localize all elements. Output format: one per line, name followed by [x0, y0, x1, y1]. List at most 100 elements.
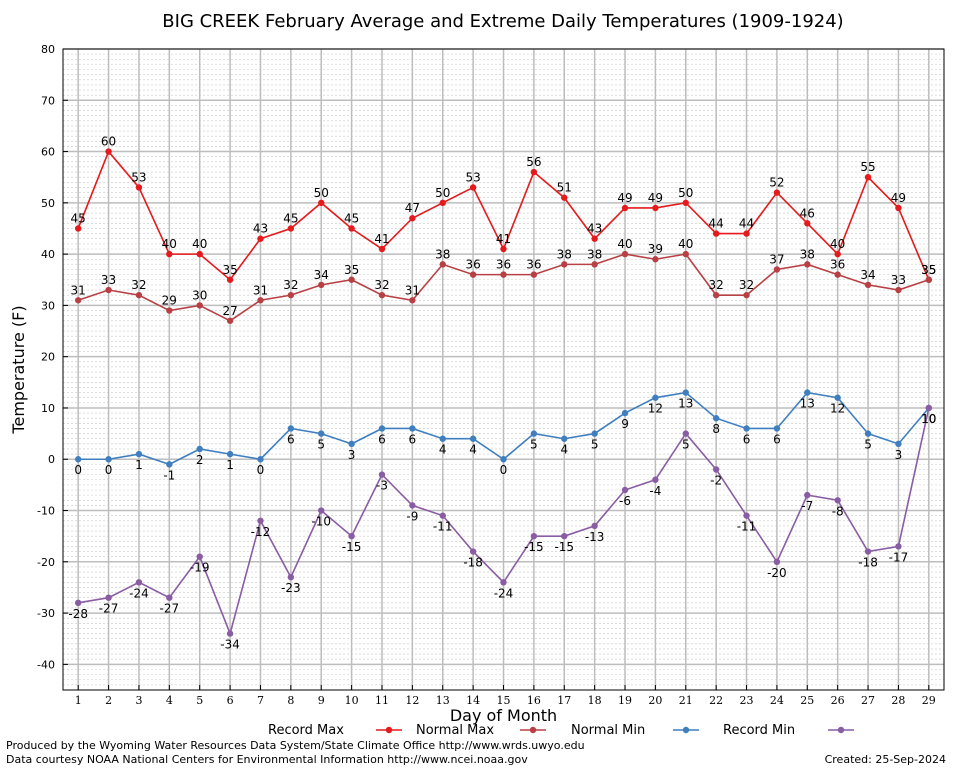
- data-label: 12: [830, 402, 845, 416]
- data-label: 0: [500, 463, 508, 477]
- x-tick-label: 20: [648, 694, 662, 707]
- data-label: 49: [891, 191, 906, 205]
- data-point: [561, 532, 568, 540]
- data-point: [773, 189, 781, 196]
- series-record-max: 45 60 53 40 40 35 43 45 50 45 41 47 50 53 41 56 51 43 49 49…: [71, 135, 936, 283]
- data-label: 41: [496, 232, 511, 246]
- data-point: [834, 497, 841, 504]
- x-tick-label: 6: [227, 694, 234, 707]
- data-label: 45: [71, 211, 86, 225]
- data-label: 41: [374, 232, 389, 246]
- data-label: 38: [557, 247, 572, 261]
- data-label: -6: [619, 494, 631, 508]
- data-point: [469, 548, 477, 555]
- data-point: [378, 291, 386, 299]
- chart-title: BIG CREEK February Average and Extreme D…: [162, 11, 843, 32]
- data-point: [864, 281, 872, 289]
- legend-item: Record Min: [723, 723, 854, 738]
- data-point: [196, 250, 203, 258]
- data-point: [409, 297, 416, 304]
- legend-marker: [837, 726, 845, 734]
- y-tick-label: -20: [37, 556, 55, 569]
- x-tick-label: 15: [497, 694, 511, 707]
- x-tick-label: 19: [618, 694, 632, 707]
- data-label: -9: [406, 509, 418, 523]
- legend-marker: [385, 726, 393, 734]
- data-point: [378, 245, 386, 253]
- legend-label: Record Min: [723, 723, 795, 738]
- footer-data-courtesy: Data courtesy NOAA National Centers for …: [6, 753, 528, 766]
- data-label: -11: [433, 520, 453, 534]
- data-point: [287, 291, 295, 299]
- data-label: 31: [253, 283, 268, 297]
- data-point: [500, 456, 507, 463]
- footer-created-date: Created: 25-Sep-2024: [824, 753, 946, 766]
- data-label: 45: [344, 211, 359, 225]
- y-tick-label: -10: [37, 505, 55, 518]
- data-point: [318, 281, 325, 289]
- y-tick-label: 80: [41, 43, 55, 56]
- data-point: [318, 430, 325, 437]
- data-point: [682, 389, 689, 396]
- data-label: -1: [163, 468, 175, 482]
- data-point: [226, 317, 234, 324]
- data-point: [834, 271, 841, 278]
- data-label: 32: [131, 278, 146, 292]
- data-point: [348, 225, 355, 232]
- data-label: 5: [864, 438, 872, 452]
- data-label: -18: [858, 556, 878, 570]
- data-point: [226, 276, 234, 283]
- data-point: [287, 573, 295, 581]
- data-label: 50: [678, 186, 693, 200]
- data-label: 40: [162, 237, 177, 251]
- data-point: [864, 548, 872, 555]
- data-point: [409, 215, 416, 222]
- data-label: 44: [739, 217, 754, 231]
- legend-item: Normal Min: [571, 723, 699, 738]
- data-label: 6: [287, 432, 295, 446]
- data-point: [74, 225, 82, 232]
- data-label: 40: [830, 237, 845, 251]
- data-point: [348, 532, 355, 540]
- data-point: [561, 194, 568, 201]
- data-point: [196, 553, 203, 560]
- data-point: [834, 394, 841, 401]
- y-tick-label: 20: [41, 351, 55, 364]
- footer-produced-by: Produced by the Wyoming Water Resources …: [6, 739, 585, 752]
- data-point: [864, 430, 872, 437]
- x-tick-label: 13: [436, 694, 450, 707]
- data-label: 0: [257, 463, 265, 477]
- data-label: -24: [494, 586, 514, 600]
- data-point: [318, 507, 325, 514]
- data-point: [621, 250, 629, 258]
- data-point: [743, 425, 750, 432]
- data-point: [318, 199, 325, 207]
- data-point: [591, 430, 598, 437]
- data-label: 13: [678, 397, 693, 411]
- data-point: [469, 435, 477, 442]
- data-point: [530, 168, 538, 176]
- data-point: [166, 594, 173, 601]
- data-label: 40: [617, 237, 632, 251]
- data-label: -12: [251, 525, 271, 539]
- legend-label: Normal Min: [571, 723, 645, 738]
- data-label: -23: [281, 581, 301, 595]
- data-point: [895, 440, 902, 448]
- data-point: [773, 425, 781, 432]
- data-label: 36: [830, 258, 845, 272]
- data-point: [257, 517, 264, 524]
- data-point: [135, 450, 143, 458]
- data-point: [378, 425, 386, 432]
- data-label: 4: [439, 443, 447, 457]
- data-point: [105, 148, 112, 155]
- x-tick-label: 26: [831, 694, 845, 707]
- data-label: -27: [99, 602, 119, 616]
- data-point: [743, 291, 750, 299]
- data-label: -15: [554, 540, 574, 554]
- data-point: [135, 184, 143, 191]
- data-label: 1: [135, 458, 143, 472]
- data-label: 49: [648, 191, 663, 205]
- data-point: [682, 250, 689, 258]
- data-label: 40: [678, 237, 693, 251]
